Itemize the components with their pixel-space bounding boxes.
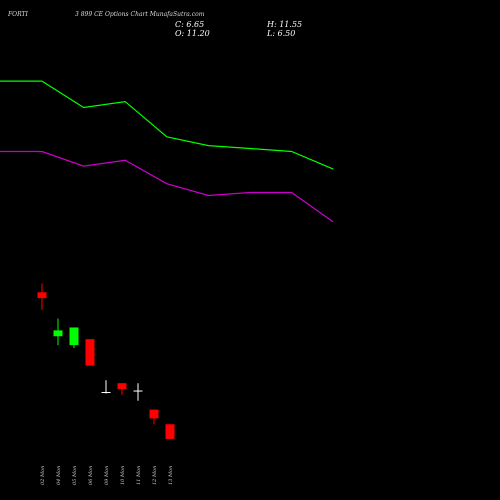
upper-band-line [0, 80, 334, 170]
candle [165, 424, 175, 439]
candle-body [53, 330, 63, 337]
candle-body [117, 383, 127, 390]
x-tick-label: 02 Mon [40, 466, 46, 485]
band-layer [0, 80, 334, 223]
low-value: L: 6.50 [267, 29, 296, 38]
x-tick-label: 12 Mon [152, 466, 158, 485]
high-value: H: 11.55 [267, 20, 303, 29]
chart-title: 3 899 CE Options Chart MunafaSutra.com [75, 11, 205, 18]
candle-body [149, 409, 159, 419]
candle-body [69, 327, 79, 346]
candle-body [85, 339, 95, 366]
x-tick-label: 09 Mon [104, 466, 110, 485]
x-tick-label: 13 Mon [168, 466, 174, 485]
candle-body [133, 390, 143, 392]
candle [133, 383, 143, 401]
symbol-label: FORTI [8, 11, 28, 18]
candle-body [165, 424, 175, 439]
x-tick-label: 10 Mon [120, 466, 126, 485]
open-value: O: 11.20 [175, 29, 210, 38]
x-tick-label: 04 Mon [56, 466, 62, 485]
candle [101, 380, 111, 394]
candle-body [37, 292, 47, 299]
x-tick-label: 11 Mon [136, 466, 142, 485]
candle [117, 383, 127, 395]
x-tick-label: 05 Mon [72, 466, 78, 485]
candle-layer [37, 283, 175, 439]
candle [69, 327, 79, 348]
x-tick-label: 06 Mon [88, 466, 94, 485]
close-value: C: 6.65 [175, 20, 205, 29]
candle [53, 318, 63, 346]
candle [85, 339, 95, 366]
x-axis-labels: 02 Mon 04 Mon 05 Mon 06 Mon 09 Mon 10 Mon 11 M… [40, 466, 174, 485]
candle-body [101, 392, 111, 393]
lower-band-line [0, 150, 334, 223]
candle [149, 409, 159, 425]
candle [37, 283, 47, 310]
